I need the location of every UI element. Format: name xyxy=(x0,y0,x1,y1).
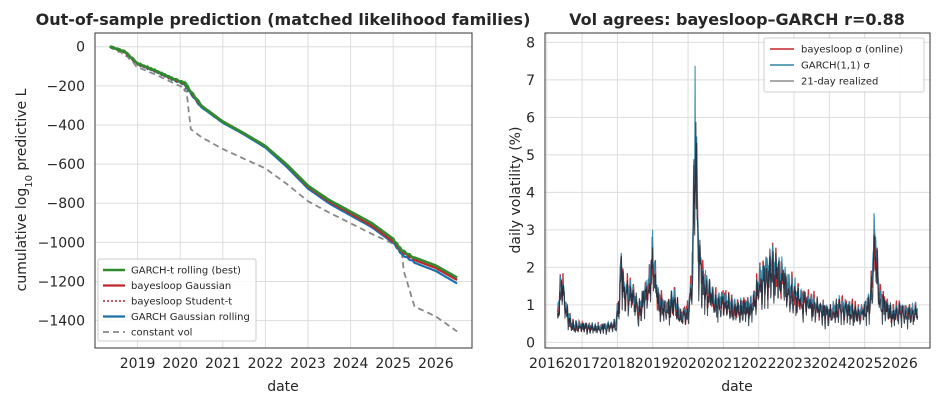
right-y-tick-label: 0 xyxy=(526,335,535,351)
right-legend-label: bayesloop σ (online) xyxy=(801,45,903,56)
right-y-axis-label: daily volatility (%) xyxy=(508,127,524,254)
left-x-tick-label: 2019 xyxy=(120,356,156,372)
right-chart-title: Vol agrees: bayesloop–GARCH r=0.88 xyxy=(569,10,905,29)
right-x-tick-label: 2019 xyxy=(635,356,671,372)
right-x-tick-label: 2026 xyxy=(882,356,918,372)
left-y-tick-label: 0 xyxy=(76,40,85,56)
left-legend-box xyxy=(97,258,257,342)
right-legend-label: 21-day realized xyxy=(801,77,878,88)
left-y-tick-label: −200 xyxy=(47,79,85,95)
right-y-tick-label: 3 xyxy=(526,223,535,239)
right-plot-frame xyxy=(544,32,931,349)
right-legend: bayesloop σ (online) GARCH(1,1) σ 21-day r… xyxy=(763,37,925,93)
right-x-tick-label: 2021 xyxy=(706,356,742,372)
left-x-axis-label: date xyxy=(267,379,299,395)
right-x-tick-label: 2024 xyxy=(812,356,848,372)
cumulative-likelihood-chart: Out-of-sample prediction (matched likeli… xyxy=(14,10,530,395)
right-y-tick-label: 1 xyxy=(526,298,535,314)
right-x-axis-label: date xyxy=(721,379,753,395)
right-series-line xyxy=(556,121,919,335)
right-y-tick-label: 6 xyxy=(526,110,535,126)
left-x-tick-label: 2024 xyxy=(333,356,369,372)
left-x-tick-label: 2023 xyxy=(290,356,326,372)
left-legend-label: bayesloop Gaussian xyxy=(131,281,231,292)
left-legend-label: constant vol xyxy=(131,328,192,339)
left-legend-label: GARCH-t rolling (best) xyxy=(131,266,241,277)
left-legend: GARCH-t rolling (best) bayesloop Gaussian… xyxy=(97,258,257,342)
right-x-tick-label: 2022 xyxy=(741,356,777,372)
right-series-line xyxy=(556,65,919,332)
right-y-tick-label: 4 xyxy=(526,185,535,201)
left-x-tick-label: 2022 xyxy=(248,356,284,372)
left-y-tick-label: −600 xyxy=(47,157,85,173)
left-x-tick-label: 2020 xyxy=(162,356,198,372)
left-series-line xyxy=(109,45,458,285)
left-x-tick-label: 2021 xyxy=(205,356,241,372)
left-y-tick-label: −800 xyxy=(47,196,85,212)
volatility-chart: Vol agrees: bayesloop–GARCH r=0.88 2016 2… xyxy=(508,10,931,395)
left-x-tick-label: 2026 xyxy=(418,356,454,372)
right-y-tick-label: 8 xyxy=(526,35,535,51)
left-y-tick-label: −1400 xyxy=(38,314,85,330)
right-legend-box xyxy=(763,37,925,93)
right-y-tick-label: 7 xyxy=(526,73,535,89)
right-x-tick-label: 2016 xyxy=(529,356,565,372)
right-y-tick-label: 2 xyxy=(526,260,535,276)
right-x-tick-label: 2025 xyxy=(847,356,883,372)
left-series-line xyxy=(109,45,458,279)
right-y-tick-label: 5 xyxy=(526,148,535,164)
left-y-axis-label: cumulative log10 predictive L xyxy=(14,88,35,291)
left-legend-label: bayesloop Student-t xyxy=(131,297,232,308)
right-x-tick-label: 2023 xyxy=(776,356,812,372)
left-chart-title: Out-of-sample prediction (matched likeli… xyxy=(36,10,531,29)
left-y-tick-label: −1200 xyxy=(38,274,85,290)
right-x-tick-label: 2020 xyxy=(670,356,706,372)
left-y-tick-label: −400 xyxy=(47,118,85,134)
left-legend-label: GARCH Gaussian rolling xyxy=(131,312,250,323)
left-x-tick-label: 2025 xyxy=(375,356,411,372)
right-x-tick-label: 2017 xyxy=(564,356,600,372)
right-legend-label: GARCH(1,1) σ xyxy=(801,61,870,72)
right-x-tick-label: 2018 xyxy=(600,356,636,372)
left-y-tick-label: −1000 xyxy=(38,235,85,251)
left-plot-frame xyxy=(94,32,473,349)
